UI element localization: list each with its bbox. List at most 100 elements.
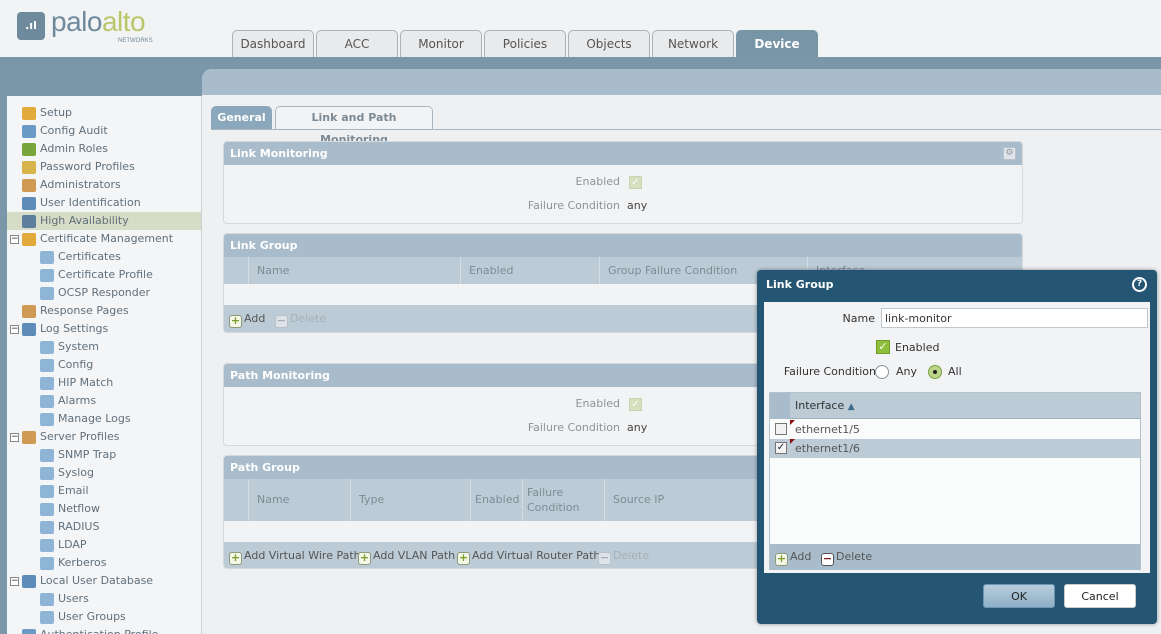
column-enabled[interactable]: Enabled — [460, 257, 599, 284]
logo-text: palo — [51, 6, 102, 37]
add-interface-button[interactable]: + Add — [775, 550, 812, 566]
column-group-failure[interactable]: Group Failure Condition — [599, 257, 807, 284]
nav-tab-network[interactable]: Network — [652, 30, 734, 57]
sidebar-item-hip-match[interactable]: HIP Match — [7, 374, 201, 392]
dialog-title: Link Group — [766, 278, 834, 291]
sidebar-item-user-groups[interactable]: User Groups — [7, 608, 201, 626]
sidebar-item-config-audit[interactable]: Config Audit — [7, 122, 201, 140]
sidebar-item-high-availability[interactable]: High Availability — [7, 212, 201, 230]
failure-label: Failure Condition — [527, 199, 620, 212]
sidebar-item-certificate-management[interactable]: − Certificate Management — [7, 230, 201, 248]
name-input[interactable] — [881, 308, 1148, 328]
sidebar-item-log-settings[interactable]: − Log Settings — [7, 320, 201, 338]
sidebar-item-server-profiles[interactable]: − Server Profiles — [7, 428, 201, 446]
nav-tab-monitor[interactable]: Monitor — [400, 30, 482, 57]
interface-column-header[interactable]: Interface ▲ — [795, 399, 855, 412]
column-name[interactable]: Name — [248, 257, 460, 284]
cancel-button[interactable]: Cancel — [1064, 584, 1136, 608]
sidebar-item-user-identification[interactable]: User Identification — [7, 194, 201, 212]
column-source-ip[interactable]: Source IP — [604, 479, 1022, 521]
help-icon[interactable]: ? — [1132, 277, 1147, 292]
paloalto-logo: .ıl paloalto NETWORKS — [17, 6, 157, 46]
plus-icon: + — [457, 551, 470, 565]
tree-node-icon — [22, 215, 36, 228]
sidebar-item-admin-roles[interactable]: Admin Roles — [7, 140, 201, 158]
radio-all[interactable] — [928, 365, 942, 379]
interface-row[interactable]: ✓ ethernet1/6 — [770, 439, 1140, 458]
column-enabled[interactable]: Enabled — [470, 479, 522, 521]
sidebar-item-ldap[interactable]: LDAP — [7, 536, 201, 554]
enabled-label: Enabled — [575, 397, 620, 410]
tree-node-icon — [40, 269, 54, 282]
delete-button[interactable]: − Delete — [598, 549, 650, 565]
interface-row[interactable]: ethernet1/5 — [770, 420, 1140, 439]
link-group-dialog: Link Group ? Name ✓ Enabled Failure Cond… — [757, 270, 1157, 624]
enabled-checkbox[interactable]: ✓ — [876, 340, 890, 354]
add-virtual-wire-path-button[interactable]: + Add Virtual Wire Path — [229, 549, 361, 565]
radio-all-label: All — [948, 365, 962, 378]
panel-title: Link Monitoring — [224, 142, 1022, 165]
collapse-toggle-icon[interactable]: − — [10, 324, 19, 334]
sidebar-item-netflow[interactable]: Netflow — [7, 500, 201, 518]
tree-node-icon — [40, 287, 54, 300]
sidebar-item-snmp-trap[interactable]: SNMP Trap — [7, 446, 201, 464]
failure-value: any — [627, 421, 648, 434]
nav-tab-dashboard[interactable]: Dashboard — [232, 30, 314, 57]
collapse-toggle-icon[interactable]: − — [10, 432, 19, 442]
tab-general[interactable]: General — [211, 106, 272, 130]
sidebar-item-label: HIP Match — [58, 376, 114, 389]
nav-tab-objects[interactable]: Objects — [568, 30, 650, 57]
plus-icon: + — [775, 552, 788, 566]
delete-button[interactable]: − Delete — [275, 312, 327, 328]
tree-node-icon — [22, 629, 36, 634]
tree-node-icon — [22, 107, 36, 120]
sidebar-item-kerberos[interactable]: Kerberos — [7, 554, 201, 572]
delete-interface-button[interactable]: − Delete — [821, 550, 873, 566]
sidebar-item-alarms[interactable]: Alarms — [7, 392, 201, 410]
sidebar-item-certificate-profile[interactable]: Certificate Profile — [7, 266, 201, 284]
sidebar-item-password-profiles[interactable]: Password Profiles — [7, 158, 201, 176]
column-type[interactable]: Type — [350, 479, 470, 521]
sidebar-item-users[interactable]: Users — [7, 590, 201, 608]
sidebar-item-administrators[interactable]: Administrators — [7, 176, 201, 194]
sidebar-item-manage-logs[interactable]: Manage Logs — [7, 410, 201, 428]
gear-icon[interactable]: ⚙ — [1003, 147, 1016, 160]
add-vlan-path-button[interactable]: + Add VLAN Path — [358, 549, 456, 565]
add-button[interactable]: + Add — [229, 312, 266, 328]
sidebar-tree: Setup Config Audit Admin Roles Password Pro… — [7, 96, 202, 634]
column-failure-condition[interactable]: Failure Condition — [522, 479, 604, 521]
sidebar-item-config[interactable]: Config — [7, 356, 201, 374]
radio-any[interactable] — [875, 365, 889, 379]
tree-node-icon — [40, 485, 54, 498]
sidebar-item-certificates[interactable]: Certificates — [7, 248, 201, 266]
ok-button[interactable]: OK — [983, 584, 1055, 608]
sidebar-item-authentication-profile[interactable]: Authentication Profile — [7, 626, 201, 634]
panel-title: Link Group — [224, 234, 1022, 257]
tree-node-icon — [22, 575, 36, 588]
sidebar-item-ocsp-responder[interactable]: OCSP Responder — [7, 284, 201, 302]
sidebar-item-local-user-database[interactable]: − Local User Database — [7, 572, 201, 590]
sidebar-item-label: RADIUS — [58, 520, 100, 533]
sidebar-item-label: Syslog — [58, 466, 94, 479]
collapse-toggle-icon[interactable]: − — [10, 576, 19, 586]
sidebar-item-label: Config — [58, 358, 94, 371]
tree-node-icon — [22, 143, 36, 156]
sidebar-item-radius[interactable]: RADIUS — [7, 518, 201, 536]
nav-tab-policies[interactable]: Policies — [484, 30, 566, 57]
row-checkbox[interactable]: ✓ — [775, 442, 787, 454]
sidebar-item-response-pages[interactable]: Response Pages — [7, 302, 201, 320]
sidebar-item-syslog[interactable]: Syslog — [7, 464, 201, 482]
sidebar-item-label: Local User Database — [40, 574, 154, 587]
sidebar-item-setup[interactable]: Setup — [7, 104, 201, 122]
row-checkbox[interactable] — [775, 423, 787, 435]
sidebar-item-email[interactable]: Email — [7, 482, 201, 500]
nav-tab-acc[interactable]: ACC — [316, 30, 398, 57]
sidebar-item-system[interactable]: System — [7, 338, 201, 356]
collapse-toggle-icon[interactable]: − — [10, 234, 19, 244]
column-name[interactable]: Name — [248, 479, 350, 521]
add-virtual-router-path-button[interactable]: + Add Virtual Router Path — [457, 549, 601, 565]
failure-label: Failure Condition — [527, 421, 620, 434]
tab-link-path-monitoring[interactable]: Link and Path Monitoring — [275, 106, 433, 146]
nav-tab-device[interactable]: Device — [736, 30, 818, 57]
tree-node-icon — [22, 233, 36, 246]
